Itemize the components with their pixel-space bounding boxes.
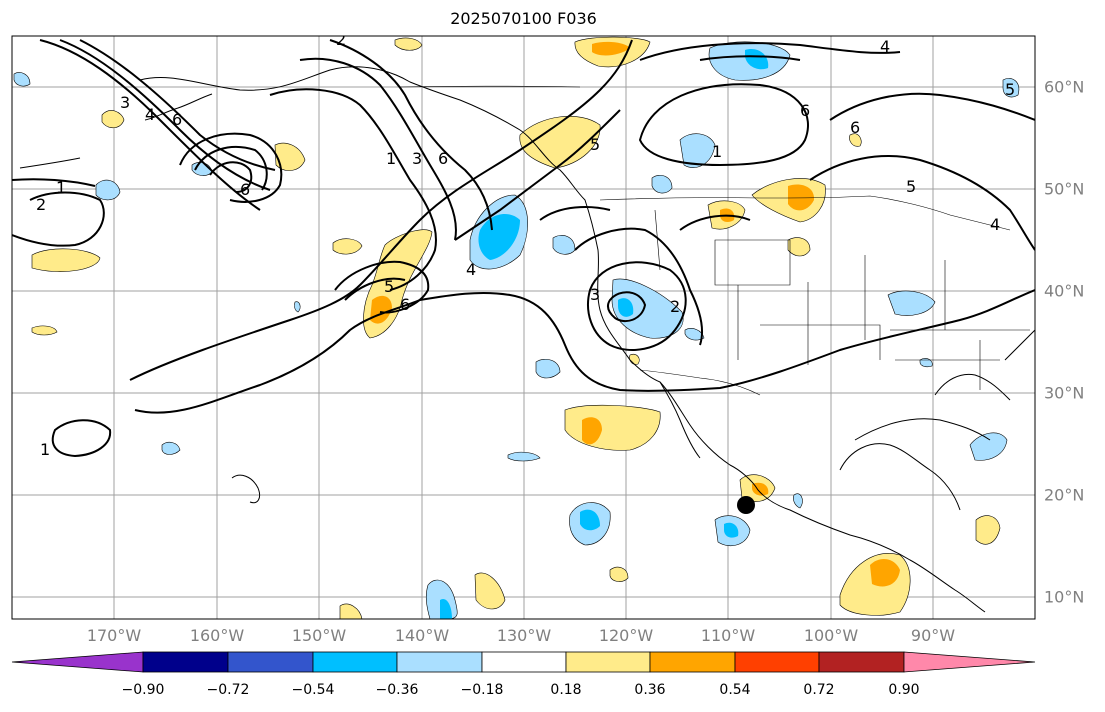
colorbar-segment: [481, 651, 567, 673]
contour-label: 5: [384, 277, 394, 296]
lat-label: 30°N: [1044, 383, 1085, 403]
colorbar-tick-label: −0.72: [206, 682, 250, 698]
colorbar-segment: [565, 651, 651, 673]
contour-label: 1: [56, 178, 66, 197]
colorbar-tick-label: −0.18: [460, 682, 504, 698]
contour-label: 5: [590, 135, 600, 154]
colorbar-tick-label: 0.72: [803, 682, 835, 698]
contour-label: 6: [240, 180, 250, 199]
lon-label: 150°W: [291, 626, 347, 645]
colorbar-extend-high: [903, 651, 1036, 673]
colorbar: [11, 651, 1036, 673]
colorbar-extend-low: [11, 651, 144, 673]
lon-label: 110°W: [700, 626, 756, 645]
lat-label: 40°N: [1044, 281, 1085, 301]
location-marker: [737, 496, 755, 514]
contour-label: 3: [590, 285, 600, 304]
colorbar-tick-label: 0.90: [888, 682, 920, 698]
contour-label: 4: [145, 105, 155, 124]
lat-label: 60°N: [1044, 77, 1085, 97]
contour-label: 1: [712, 142, 722, 161]
contour-label: 3: [412, 149, 422, 168]
contour-label: 4: [880, 37, 890, 56]
lon-label: 120°W: [598, 626, 654, 645]
colorbar-tick-label: −0.54: [291, 682, 335, 698]
lon-label: 140°W: [394, 626, 450, 645]
lon-label: 90°W: [910, 626, 956, 645]
contour-label: 2: [36, 195, 46, 214]
lat-label: 20°N: [1044, 485, 1085, 505]
lat-label: 10°N: [1044, 587, 1085, 607]
political-borders: [399, 85, 1030, 396]
map-frame: [11, 35, 1036, 620]
colorbar-tick-label: 0.36: [634, 682, 666, 698]
coastlines: [19, 66, 1035, 613]
contour-label: 1: [386, 149, 396, 168]
colorbar-segment: [818, 651, 905, 673]
contour-label: 3: [120, 93, 130, 112]
contour-label: 6: [400, 295, 410, 314]
contour-label: 4: [990, 215, 1000, 234]
colorbar-tick-label: 0.54: [719, 682, 751, 698]
lon-label: 130°W: [496, 626, 552, 645]
colorbar-segment: [312, 651, 398, 673]
shaded-anomalies: [13, 36, 1020, 619]
colorbar-tick-label: 0.18: [550, 682, 582, 698]
lon-label: 170°W: [86, 626, 142, 645]
contour-label: 6: [172, 110, 182, 129]
contour-label: 2: [336, 30, 346, 49]
lat-label: 50°N: [1044, 179, 1085, 199]
contour-label: 1: [40, 440, 50, 459]
contour-labels: 1 2 6 3 4 6 2 1 3 6 4 5 6 5 1 4 6 5 4 6 …: [36, 30, 1015, 459]
contour-label: 5: [1005, 80, 1015, 99]
colorbar-tick-label: −0.90: [121, 682, 165, 698]
map-title: 2025070100 F036: [450, 9, 597, 28]
lon-label: 160°W: [189, 626, 245, 645]
contour-lines: [12, 39, 1035, 458]
contour-label: 2: [670, 297, 680, 316]
colorbar-tick-label: −0.36: [375, 682, 419, 698]
contour-label: 4: [466, 260, 476, 279]
colorbar-segment: [142, 651, 229, 673]
colorbar-segment: [734, 651, 820, 673]
colorbar-segment: [396, 651, 483, 673]
colorbar-segment: [227, 651, 314, 673]
colorbar-segment: [649, 651, 736, 673]
contour-label: 5: [906, 177, 916, 196]
contour-label: 6: [438, 149, 448, 168]
contour-label: 6: [850, 118, 860, 137]
contour-label: 6: [800, 101, 810, 120]
lon-label: 100°W: [803, 626, 859, 645]
